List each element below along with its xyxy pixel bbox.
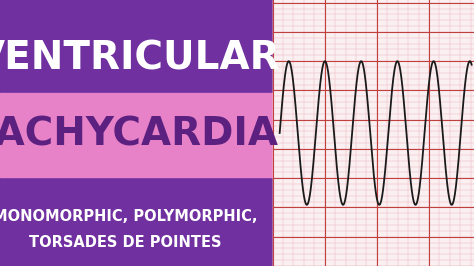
Text: MONOMORPHIC, POLYMORPHIC,: MONOMORPHIC, POLYMORPHIC, [0,209,258,224]
Text: TACHYCARDIA: TACHYCARDIA [0,115,279,153]
Text: VENTRICULAR: VENTRICULAR [0,40,281,77]
Bar [273,0,474,266]
Text: TORSADES DE POINTES: TORSADES DE POINTES [29,235,222,250]
Bar [0,93,474,177]
